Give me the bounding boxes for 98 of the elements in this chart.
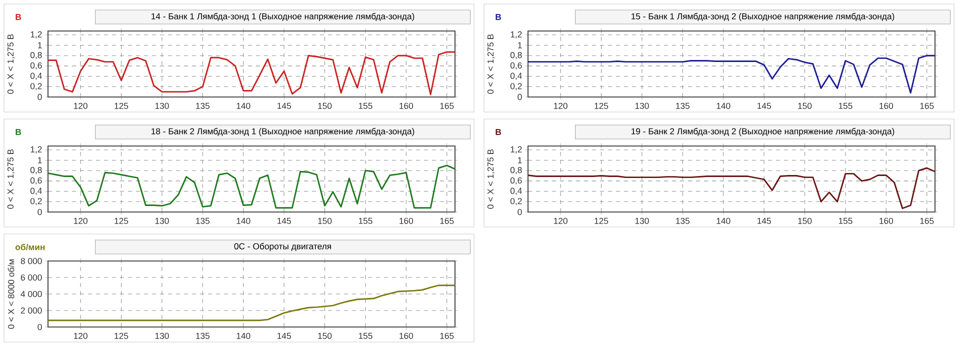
y-tick-label: 0,6 [510, 177, 522, 185]
x-tick-label: 150 [798, 102, 812, 109]
y-tick-label: 0,4 [30, 72, 42, 80]
chart-title: 15 - Банк 1 Лямбда-зонд 2 (Выходное напряжение лямбда-зонда) [632, 12, 894, 22]
chart-title: 0C - Обороты двигателя [234, 242, 331, 252]
x-tick-label: 140 [716, 218, 730, 224]
y-tick-label: 0 [38, 94, 42, 100]
x-tick-label: 165 [440, 218, 454, 224]
x-tick-label: 135 [196, 102, 210, 109]
y-tick-label: 0 [38, 324, 42, 330]
x-tick-label: 150 [798, 218, 812, 224]
x-tick-label: 165 [920, 102, 934, 109]
x-tick-label: 120 [74, 218, 88, 224]
chart-title: 14 - Банк 1 Лямбда-зонд 1 (Выходное напряжение лямбда-зонда) [152, 12, 414, 22]
y-tick-label: 6 000 [20, 274, 42, 281]
x-tick-label: 135 [196, 332, 210, 339]
x-tick-label: 120 [554, 218, 568, 224]
x-tick-label: 125 [594, 102, 608, 109]
x-tick-label: 140 [716, 102, 730, 109]
x-tick-label: 120 [74, 102, 88, 109]
text: В [16, 14, 22, 20]
y-tick-label: 2 000 [20, 307, 42, 314]
x-tick-label: 140 [236, 102, 250, 109]
x-tick-label: 145 [278, 332, 291, 339]
x-tick-label: 150 [318, 218, 332, 224]
chart-title: 19 - Банк 2 Лямбда-зонд 2 (Выходное напряжение лямбда-зонда) [632, 128, 894, 136]
y-tick-label: 0,2 [510, 198, 522, 206]
x-tick-label: 155 [358, 102, 372, 109]
y-tick-label: 0,4 [30, 188, 42, 195]
y-tick-label: 0 [518, 208, 522, 216]
y-tick-label: 0,8 [510, 167, 522, 174]
x-tick-label: 145 [758, 102, 771, 109]
x-tick-label: 125 [114, 102, 128, 109]
x-tick-label: 145 [278, 102, 291, 109]
text: об/мин [15, 244, 45, 250]
x-tick-label: 145 [758, 218, 771, 224]
y-tick-label: 0,8 [30, 167, 42, 174]
x-tick-label: 135 [196, 218, 210, 224]
y-axis-title: 0 < X < 1,275 В [487, 149, 495, 209]
y-tick-label: 1,2 [510, 31, 522, 38]
x-tick-label: 120 [74, 332, 88, 339]
x-tick-label: 125 [114, 218, 128, 224]
y-tick-label: 0,2 [510, 83, 522, 90]
x-tick-label: 140 [236, 332, 250, 339]
x-tick-label: 125 [594, 218, 608, 224]
y-tick-label: 1,2 [30, 146, 42, 154]
x-tick-label: 155 [838, 218, 852, 224]
x-tick-label: 155 [838, 102, 852, 109]
y-tick-label: 0,2 [30, 83, 42, 90]
x-tick-label: 135 [676, 218, 690, 224]
text: В [496, 129, 502, 135]
x-tick-label: 130 [155, 332, 169, 339]
x-tick-label: 160 [400, 218, 414, 224]
x-tick-label: 160 [400, 332, 414, 339]
x-tick-label: 165 [440, 102, 454, 109]
x-tick-label: 130 [155, 218, 169, 224]
y-tick-label: 0,4 [510, 188, 522, 195]
y-tick-label: 0 [38, 208, 42, 216]
x-tick-label: 160 [400, 102, 414, 109]
y-tick-label: 8 000 [20, 258, 42, 264]
y-tick-label: 1,2 [510, 146, 522, 154]
x-tick-label: 160 [880, 218, 894, 224]
y-axis-title: 0 < X < 1,275 В [7, 149, 15, 209]
y-tick-label: 0 [518, 94, 522, 100]
x-tick-label: 155 [358, 218, 372, 224]
x-tick-label: 150 [318, 332, 332, 339]
y-tick-label: 1,2 [30, 31, 42, 38]
x-tick-label: 165 [440, 332, 454, 339]
y-tick-label: 0,2 [30, 198, 42, 206]
y-tick-label: 0,4 [510, 72, 522, 80]
x-tick-label: 165 [920, 218, 934, 224]
x-tick-label: 135 [676, 102, 690, 109]
y-tick-label: 0,6 [510, 62, 522, 70]
y-tick-label: 0,8 [30, 52, 42, 60]
x-tick-label: 140 [236, 218, 250, 224]
y-tick-label: 1 [38, 157, 42, 164]
y-tick-label: 4 000 [20, 290, 42, 298]
y-tick-label: 0,6 [30, 62, 42, 70]
x-tick-label: 145 [278, 218, 291, 224]
x-tick-label: 125 [114, 332, 128, 339]
text: В [16, 129, 22, 135]
chart-title: 18 - Банк 2 Лямбда-зонд 1 (Выходное напряжение лямбда-зонда) [152, 128, 414, 136]
text: В [496, 14, 502, 20]
x-tick-label: 130 [635, 102, 649, 109]
x-tick-label: 155 [358, 332, 372, 339]
y-tick-label: 0,8 [510, 52, 522, 60]
y-axis-title: 0 < X < 8000 об/м [8, 260, 14, 329]
x-tick-label: 160 [880, 102, 894, 109]
y-tick-label: 1 [518, 42, 522, 48]
x-tick-label: 120 [554, 102, 568, 109]
y-tick-label: 1 [38, 42, 42, 48]
x-tick-label: 150 [318, 102, 332, 109]
x-tick-label: 130 [155, 102, 169, 109]
y-tick-label: 1 [518, 157, 522, 164]
x-tick-label: 130 [635, 218, 649, 224]
y-tick-label: 0,6 [30, 177, 42, 185]
y-axis-title: 0 < X < 1,275 В [487, 34, 495, 94]
y-axis-title: 0 < X < 1,275 В [7, 34, 15, 94]
